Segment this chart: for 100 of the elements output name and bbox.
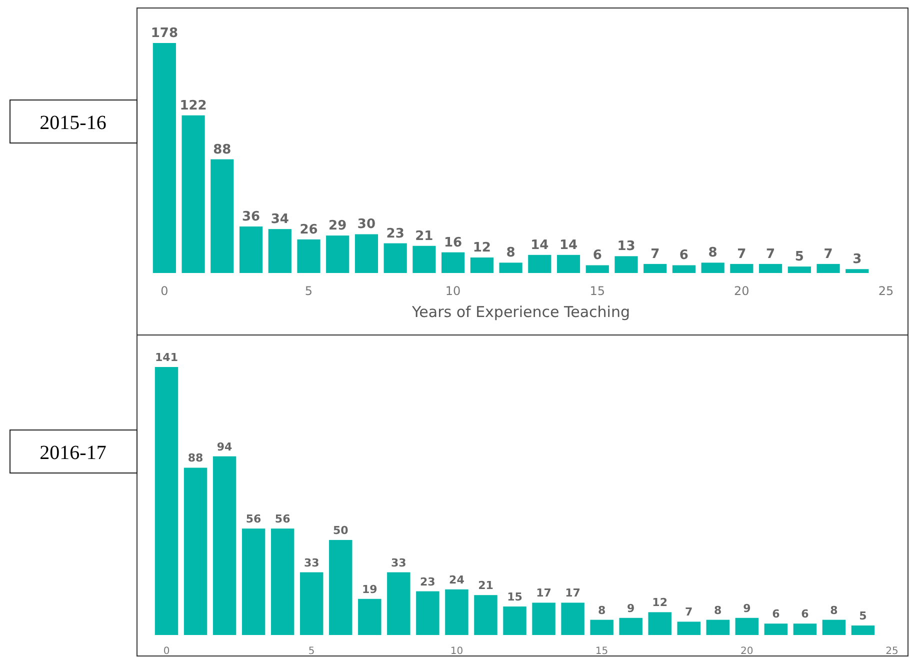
bar (851, 625, 875, 635)
bar (242, 528, 266, 635)
data-label: 17 (536, 586, 552, 600)
data-label: 94 (216, 440, 233, 454)
data-label: 122 (180, 98, 207, 114)
bar (672, 265, 696, 273)
data-label: 6 (772, 608, 780, 621)
data-label: 7 (824, 246, 833, 262)
bar (648, 612, 672, 635)
data-label: 88 (188, 452, 204, 465)
x-axis-title: Years of Experience Teaching (411, 303, 630, 321)
data-label: 13 (617, 239, 636, 254)
bar (182, 115, 205, 273)
data-label: 7 (737, 246, 746, 262)
data-label: 9 (626, 602, 635, 615)
data-label: 5 (859, 609, 867, 622)
bar (268, 229, 292, 273)
bar (793, 624, 817, 635)
x-tick-label: 5 (304, 284, 313, 298)
bar (499, 262, 522, 273)
data-label: 21 (415, 228, 434, 244)
data-label: 12 (472, 240, 491, 256)
x-tick-label: 15 (595, 646, 608, 657)
data-label: 7 (685, 606, 693, 619)
text: 2015-16 (40, 112, 106, 134)
bar (532, 602, 556, 635)
bar (387, 572, 410, 635)
bar (822, 620, 846, 635)
data-label: 14 (530, 238, 549, 253)
bar (210, 159, 234, 273)
bar (474, 595, 498, 635)
bar (354, 234, 378, 273)
x-tick-label: 25 (886, 646, 898, 657)
x-tick-label: 20 (740, 646, 754, 657)
bar (442, 252, 465, 273)
data-label: 6 (592, 248, 602, 264)
data-label: 23 (386, 226, 404, 242)
data-label: 33 (304, 556, 320, 570)
data-label: 21 (478, 579, 494, 592)
bar (730, 264, 754, 273)
data-label: 24 (449, 573, 465, 586)
bar (300, 572, 324, 635)
bar (270, 528, 294, 635)
data-label: 26 (300, 222, 318, 238)
data-label: 15 (507, 590, 522, 604)
data-label: 8 (598, 604, 606, 617)
bar (764, 624, 788, 635)
data-label: 12 (652, 596, 668, 610)
data-label: 3 (852, 252, 862, 268)
bar (416, 591, 440, 635)
bar (846, 269, 869, 273)
bar (297, 239, 320, 273)
bar (590, 620, 614, 635)
x-tick-label: 10 (445, 284, 461, 298)
bar (528, 254, 552, 273)
data-label: 7 (766, 246, 776, 262)
bar (384, 243, 407, 273)
data-label: 33 (391, 556, 406, 570)
x-tick-label: 25 (878, 284, 894, 298)
data-label: 23 (420, 575, 436, 588)
data-label: 178 (150, 26, 178, 41)
bar (677, 622, 700, 635)
data-label: 141 (155, 351, 178, 364)
data-label: 9 (743, 602, 751, 615)
bar (154, 367, 178, 635)
data-label: 6 (679, 248, 688, 264)
bar (470, 257, 494, 273)
bar (759, 264, 782, 273)
bar (816, 264, 840, 273)
data-label: 6 (801, 608, 810, 621)
bar (644, 264, 667, 273)
bar (556, 254, 580, 273)
x-tick-label: 0 (160, 284, 168, 298)
bar (619, 618, 642, 635)
bar (706, 620, 730, 635)
data-label: 8 (830, 604, 838, 617)
x-tick-label: 0 (163, 646, 170, 657)
bar (412, 246, 436, 273)
data-label: 56 (274, 512, 291, 526)
data-label: 14 (559, 238, 578, 253)
x-tick-label: 5 (308, 646, 315, 657)
bar (788, 266, 811, 273)
data-label: 8 (506, 246, 516, 261)
data-label: 56 (246, 512, 262, 526)
data-label: 7 (650, 246, 660, 262)
data-label: 30 (357, 217, 376, 232)
data-label: 17 (565, 586, 580, 600)
bar (586, 265, 609, 273)
bar (503, 606, 526, 635)
bar (329, 540, 352, 635)
data-label: 50 (332, 524, 349, 537)
data-label: 8 (708, 246, 718, 261)
bar (445, 589, 468, 635)
data-label: 5 (794, 250, 804, 265)
data-label: 8 (714, 604, 722, 617)
text: 2016-17 (40, 442, 106, 464)
data-label: 88 (213, 142, 232, 158)
bar (358, 598, 382, 635)
x-tick-label: 20 (734, 284, 750, 298)
data-label: 29 (328, 218, 347, 234)
